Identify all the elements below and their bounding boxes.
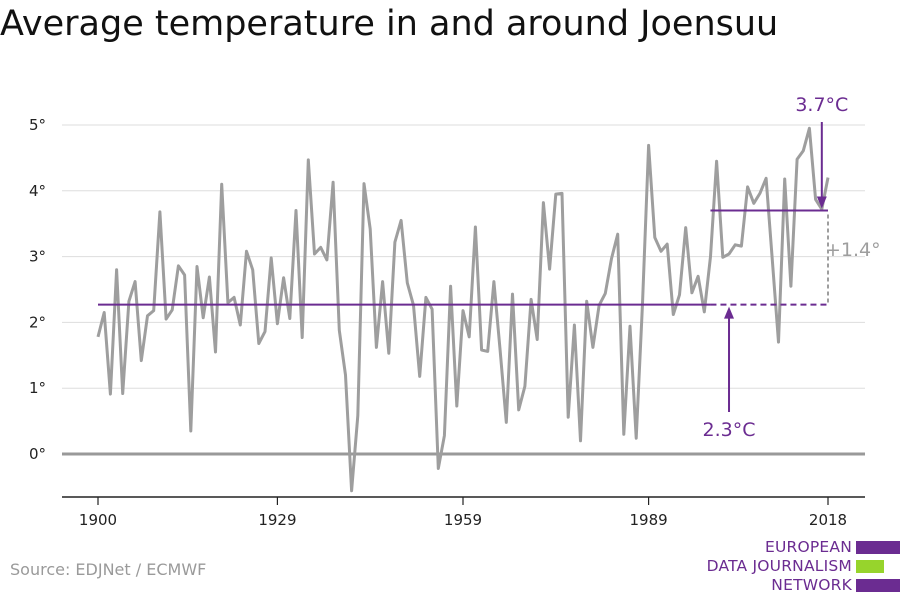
source-note: Source: EDJNet / ECMWF [10,560,207,579]
logo-line-3: NETWORK [771,576,852,594]
temperature-line [96,126,830,493]
grid-lines [62,124,865,456]
x-tick-label: 1900 [79,511,117,529]
high-average-label: 3.7°C [795,94,848,116]
logo-bar-middle [856,560,884,573]
y-tick-label: 4° [29,182,46,200]
edjnet-logo[interactable]: EUROPEAN DATA JOURNALISM NETWORK [700,538,900,594]
y-tick-label: 1° [29,379,46,397]
x-tick-label: 1959 [444,511,482,529]
delta-label: +1.4° [825,239,881,261]
x-axis: 1900 1929 1959 1989 2018 [62,496,865,529]
y-tick-label: 2° [29,313,46,331]
y-tick-label: 5° [29,116,46,134]
x-tick-label: 1929 [258,511,296,529]
chart-title: Average temperature in and around Joensu… [0,4,779,44]
reference-lines [98,209,829,306]
y-tick-label: 0° [29,445,46,463]
low-average-label: 2.3°C [703,419,756,441]
low-arrow-head [724,306,735,319]
x-tick-label: 2018 [809,511,847,529]
logo-line-1: EUROPEAN [764,538,852,556]
x-tick-label: 1989 [629,511,667,529]
logo-bar-top [856,541,900,554]
y-tick-label: 3° [29,248,46,266]
logo-bar-bottom [856,579,900,592]
logo-line-2: DATA JOURNALISM [706,557,852,575]
annotations: 2.3°C 3.7°C +1.4° [703,94,881,441]
temperature-series [96,126,830,493]
y-axis-tick-labels: 0° 1° 2° 3° 4° 5° [29,116,46,463]
high-arrow-head [816,196,827,209]
